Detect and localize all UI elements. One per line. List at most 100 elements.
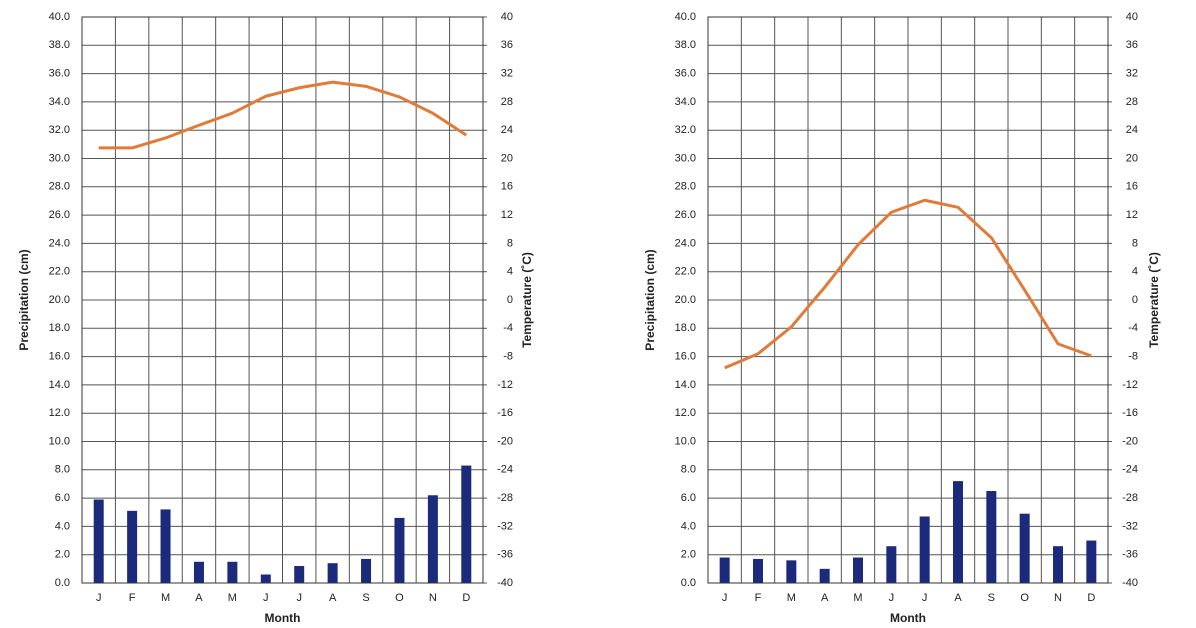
x-tick-label: J	[889, 592, 895, 604]
y-tick-label: 28.0	[49, 181, 70, 193]
x-tick-label: F	[755, 592, 762, 604]
y-tick-label: 14.0	[675, 379, 696, 391]
y-tick-label: 20.0	[49, 294, 70, 306]
y2-tick-label: -8	[503, 351, 513, 363]
y-tick-label: 18.0	[675, 322, 696, 334]
y2-tick-label: 28	[1126, 96, 1138, 108]
y2-tick-label: -8	[1128, 351, 1138, 363]
y2-tick-label: -16	[497, 407, 513, 419]
x-axis-label: Month	[890, 611, 926, 625]
y2-tick-label: -40	[1122, 577, 1138, 589]
bar	[953, 481, 963, 583]
y2-tick-label: 32	[1126, 68, 1138, 80]
y2-tick-label: 20	[501, 152, 513, 164]
x-tick-label: D	[462, 592, 470, 604]
y-tick-label: 6.0	[681, 492, 696, 504]
y2-tick-label: 36	[501, 39, 513, 51]
y-tick-label: 26.0	[49, 209, 70, 221]
bar	[919, 516, 930, 583]
y2-tick-label: -20	[497, 435, 513, 447]
y2-tick-label: 36	[1126, 39, 1138, 51]
y-tick-label: 12.0	[49, 407, 70, 419]
bar	[853, 557, 863, 583]
x-tick-label: O	[1020, 592, 1029, 604]
y2-tick-label: -36	[497, 549, 513, 561]
y-tick-label: 22.0	[675, 266, 696, 278]
y2-tick-label: -40	[497, 577, 513, 589]
y-tick-label: 40.0	[49, 11, 70, 23]
y-tick-label: 32.0	[675, 124, 696, 136]
x-tick-label: M	[787, 592, 796, 604]
bar	[461, 465, 472, 583]
bar	[1086, 540, 1097, 583]
x-tick-label: A	[954, 592, 962, 604]
y2-tick-label: -28	[497, 492, 513, 504]
temperature-line	[724, 198, 1092, 370]
y-tick-label: 28.0	[675, 181, 696, 193]
bar	[127, 510, 138, 583]
y2-tick-label: 28	[501, 96, 513, 108]
y2-tick-label: 8	[507, 237, 513, 249]
y2-tick-label: 40	[1126, 11, 1138, 23]
bar	[819, 568, 830, 583]
x-tick-label: J	[263, 592, 269, 604]
bar	[753, 558, 763, 583]
y-tick-label: 12.0	[675, 407, 696, 419]
y-tick-label: 14.0	[49, 379, 70, 391]
y-axis-label: Precipitation (cm)	[17, 249, 31, 350]
temperature-line	[98, 80, 468, 150]
y2-tick-label: 40	[501, 11, 513, 23]
x-tick-label: S	[362, 592, 369, 604]
y2-tick-label: 20	[1126, 152, 1138, 164]
y2-tick-label: 16	[501, 181, 513, 193]
bar	[886, 546, 897, 583]
y-tick-label: 40.0	[675, 11, 696, 23]
y-tick-label: 10.0	[49, 435, 70, 447]
y-tick-label: 4.0	[55, 520, 70, 532]
y2-tick-label: -32	[1122, 520, 1138, 532]
x-tick-label: J	[722, 592, 728, 604]
y2-tick-label: -12	[1122, 379, 1138, 391]
y2-axis-label: Temperature (˚C)	[1147, 252, 1161, 348]
y2-tick-label: -36	[1122, 549, 1138, 561]
bar	[160, 509, 171, 583]
y2-tick-label: 12	[1126, 209, 1138, 221]
y2-tick-label: -24	[1122, 464, 1138, 476]
x-tick-label: J	[296, 592, 302, 604]
bar	[1053, 546, 1063, 583]
y2-tick-label: -4	[503, 322, 513, 334]
y2-tick-label: 24	[1126, 124, 1138, 136]
y-tick-label: 16.0	[675, 351, 696, 363]
y-tick-label: 36.0	[675, 68, 696, 80]
x-tick-label: F	[129, 592, 136, 604]
bar	[327, 563, 338, 583]
y2-tick-label: 0	[507, 294, 513, 306]
bar	[427, 495, 438, 583]
y2-tick-label: -24	[497, 464, 513, 476]
bar	[394, 517, 405, 583]
y-tick-label: 36.0	[49, 68, 70, 80]
y2-tick-label: 32	[501, 68, 513, 80]
bar	[93, 499, 104, 583]
y-tick-label: 10.0	[675, 435, 696, 447]
y2-axis-label: Temperature (˚C)	[520, 252, 534, 348]
x-tick-label: N	[429, 592, 437, 604]
y-tick-label: 38.0	[49, 39, 70, 51]
y2-tick-label: 16	[1126, 181, 1138, 193]
x-tick-label: A	[821, 592, 829, 604]
x-tick-label: A	[329, 592, 337, 604]
y-tick-label: 32.0	[49, 124, 70, 136]
bar	[193, 561, 204, 583]
x-tick-label: J	[922, 592, 928, 604]
y-tick-label: 18.0	[49, 322, 70, 334]
y-tick-label: 6.0	[55, 492, 70, 504]
y-tick-label: 4.0	[681, 520, 696, 532]
y-tick-label: 24.0	[49, 237, 70, 249]
y-tick-label: 8.0	[55, 464, 70, 476]
x-tick-label: N	[1054, 592, 1062, 604]
bar	[294, 566, 305, 583]
y-tick-label: 2.0	[681, 549, 696, 561]
y-tick-label: 0.0	[681, 577, 696, 589]
bar	[1019, 513, 1030, 583]
